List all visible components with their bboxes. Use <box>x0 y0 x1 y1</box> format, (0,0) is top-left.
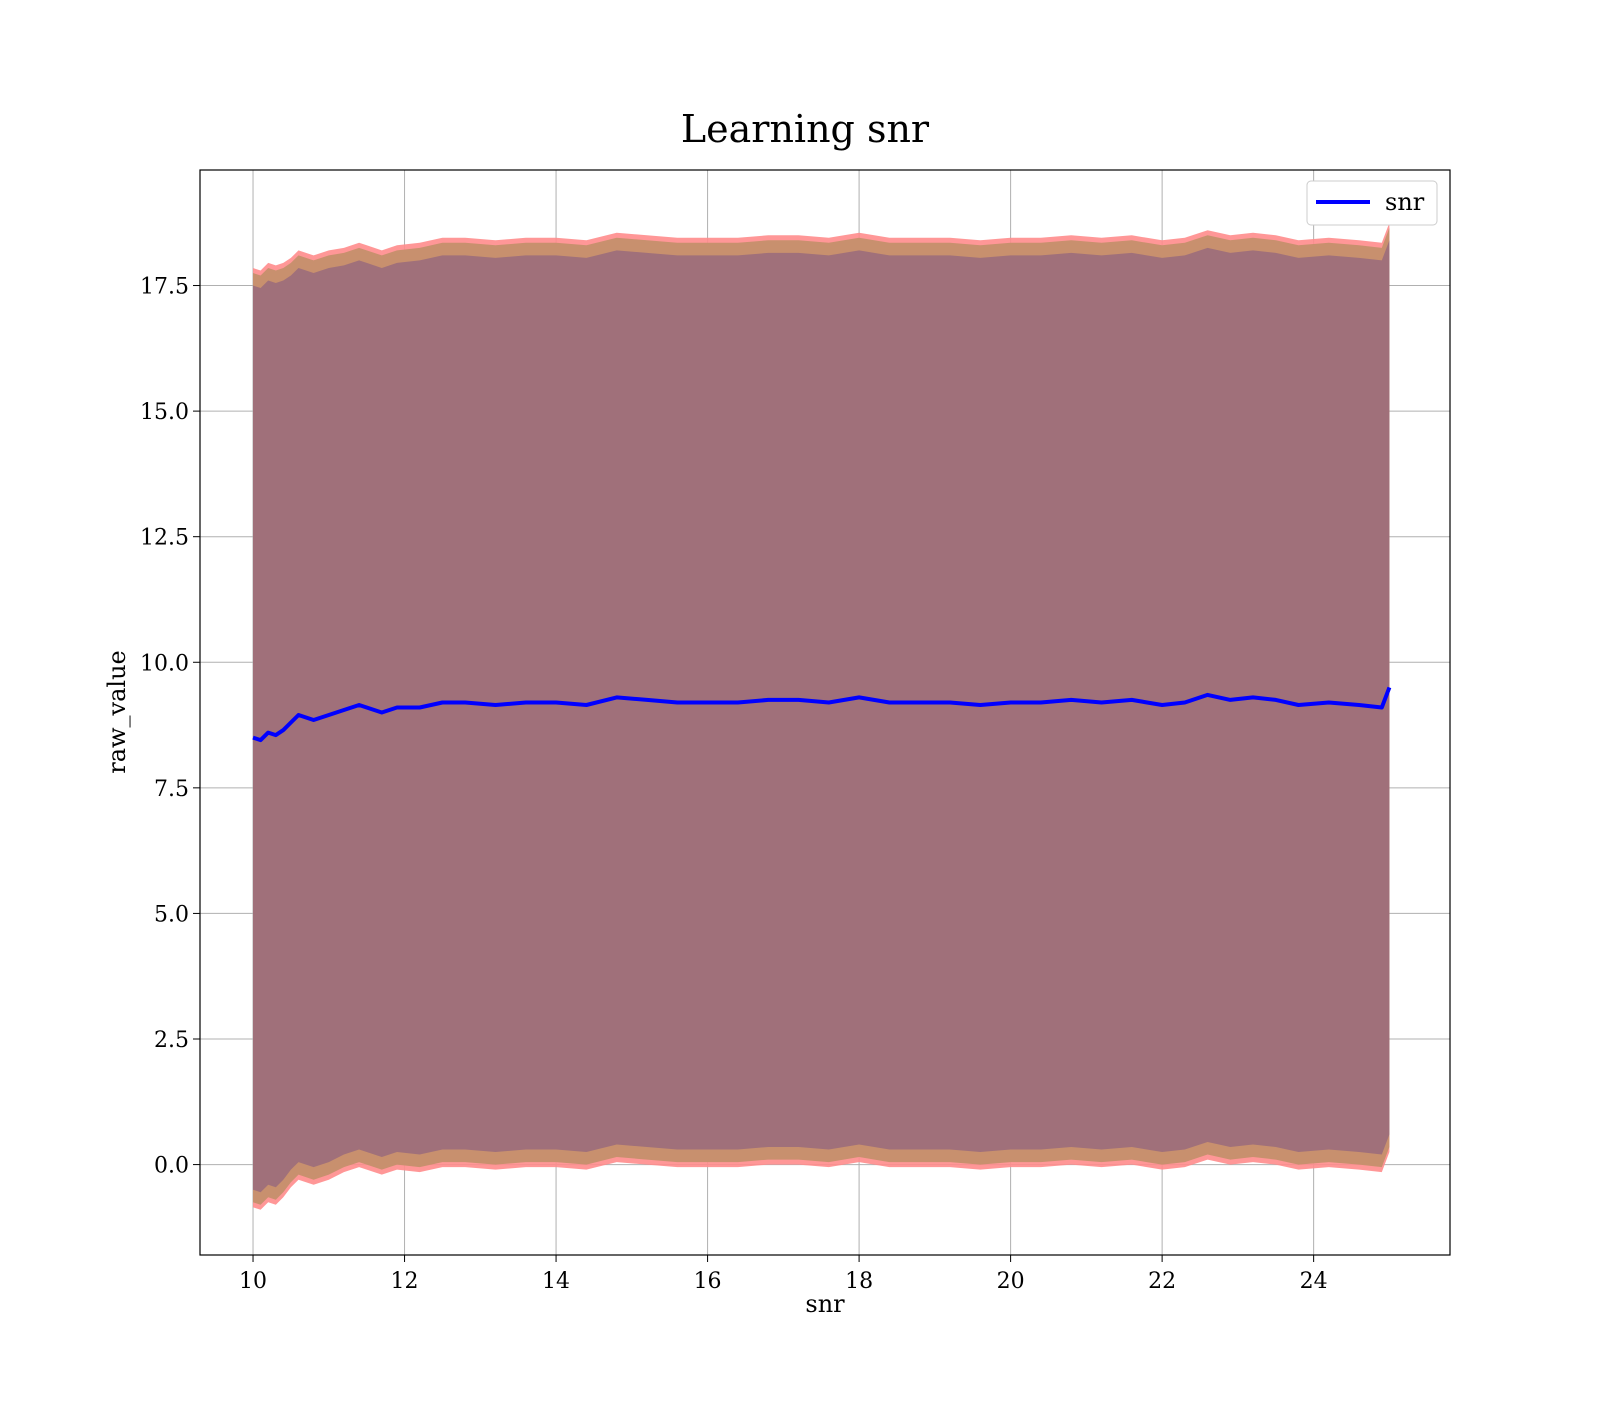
x-tick-label: 14 <box>542 1269 570 1294</box>
y-tick-label: 15.0 <box>140 400 189 425</box>
x-tick-label: 18 <box>845 1269 873 1294</box>
chart-title: Learning snr <box>681 107 930 151</box>
y-tick-label: 17.5 <box>140 275 189 300</box>
y-tick-label: 5.0 <box>154 902 189 927</box>
legend-label-snr: snr <box>1385 188 1425 216</box>
y-tick-label: 2.5 <box>154 1028 189 1053</box>
x-axis-ticks: 10 12 14 16 18 20 22 24 <box>239 1255 1328 1294</box>
y-axis-ticks: 0.0 2.5 5.0 7.5 10.0 12.5 15.0 17.5 <box>140 275 200 1179</box>
x-tick-label: 20 <box>997 1269 1025 1294</box>
x-tick-label: 10 <box>239 1269 267 1294</box>
x-tick-label: 12 <box>391 1269 419 1294</box>
y-tick-label: 0.0 <box>154 1154 189 1179</box>
legend-box <box>1306 180 1438 226</box>
y-tick-label: 7.5 <box>154 777 189 802</box>
band-inner <box>253 240 1390 1193</box>
plot-frame <box>199 169 1451 1256</box>
y-axis-label: raw_value <box>103 650 131 774</box>
legend: snr <box>1306 180 1438 226</box>
x-tick-label: 22 <box>1148 1269 1176 1294</box>
y-tick-label: 10.0 <box>140 651 189 676</box>
band-layer <box>253 222 1390 1210</box>
line-layer <box>252 686 1392 743</box>
x-tick-label: 16 <box>694 1269 722 1294</box>
y-tick-label: 12.5 <box>140 526 189 551</box>
x-axis-label: snr <box>805 1290 845 1318</box>
x-tick-label: 24 <box>1300 1269 1328 1294</box>
series-line-snr <box>252 686 1392 743</box>
